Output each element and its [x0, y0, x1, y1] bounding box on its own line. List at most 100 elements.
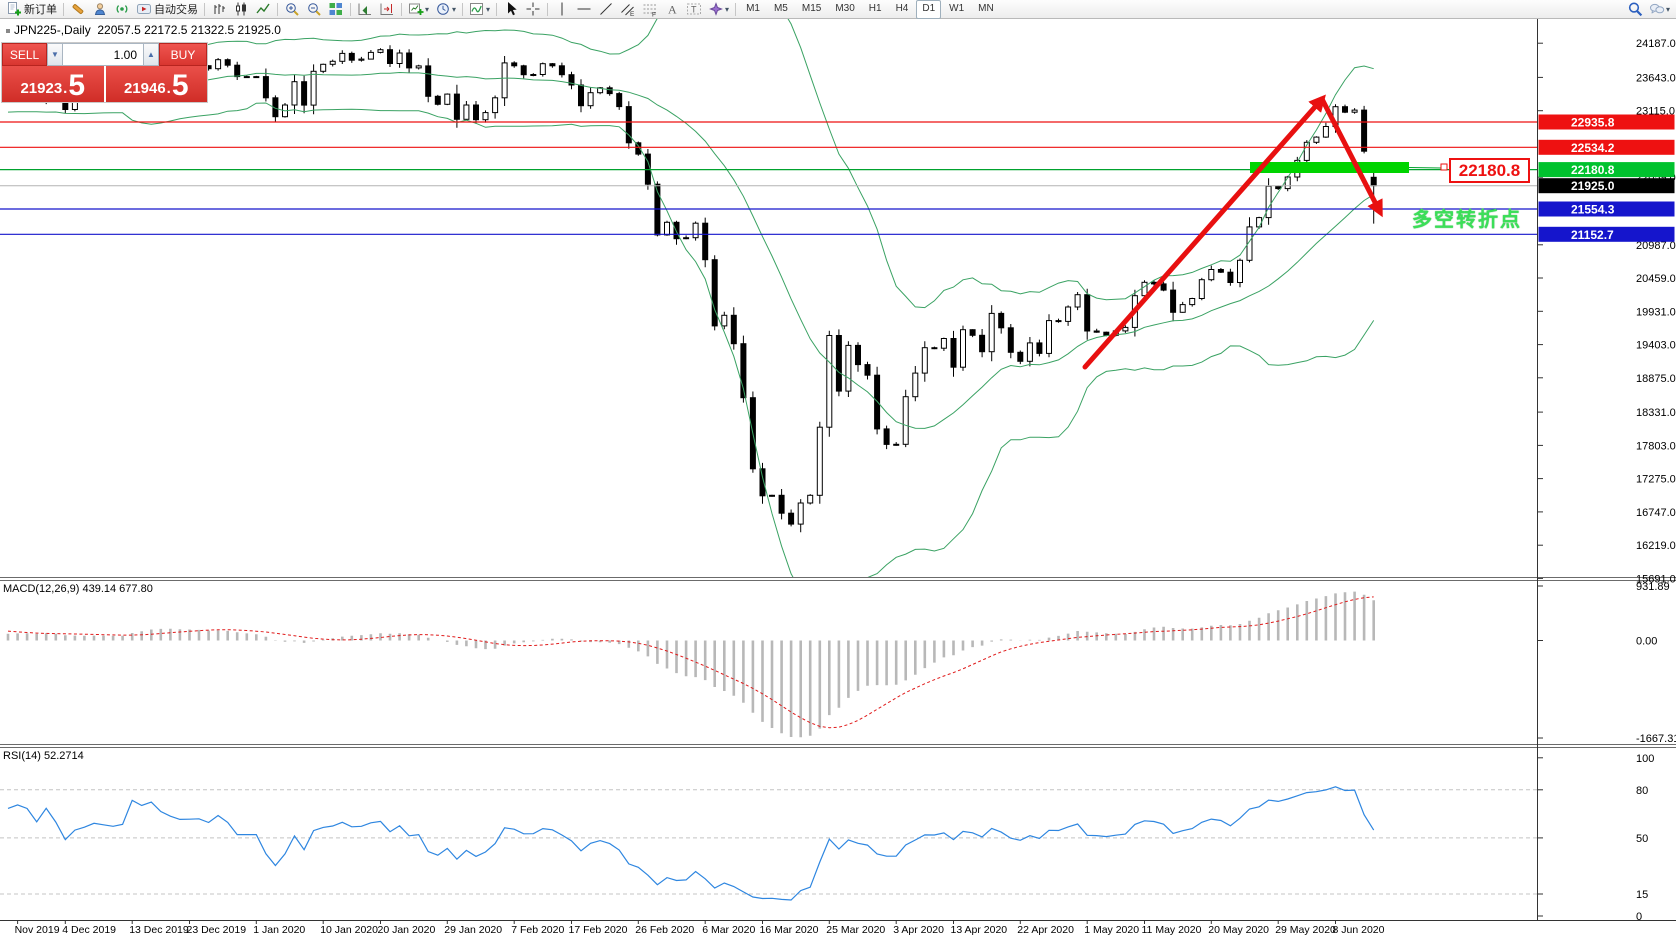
volume-decrease-button[interactable]: ▼	[47, 43, 63, 66]
new-order-icon	[6, 1, 22, 17]
price-callout-box[interactable]: 22180.8	[1449, 158, 1530, 183]
timeframe-button-h1[interactable]: H1	[868, 2, 882, 14]
candlestick-chart-button[interactable]	[230, 0, 252, 19]
fibonacci-button[interactable]: F	[639, 0, 661, 19]
new-order-button[interactable]: 新订单	[3, 0, 60, 19]
rsi-scale: 100 80 50 15 0	[1537, 753, 1654, 923]
timeframe-button-m5[interactable]: M5	[773, 2, 788, 14]
chevron-down-icon: ▾	[1665, 4, 1670, 14]
svg-text:17275.0: 17275.0	[1636, 474, 1676, 486]
svg-text:18331.0: 18331.0	[1636, 407, 1676, 419]
highlight-band	[1250, 162, 1409, 173]
chart-title: JPN225-,Daily 22057.5 22172.5 21322.5 21…	[6, 23, 281, 37]
styler-button[interactable]	[67, 0, 89, 19]
text-button[interactable]: A	[661, 0, 683, 19]
clock-icon	[435, 1, 451, 17]
text-label-button[interactable]: T	[683, 0, 705, 19]
svg-text:22180.8: 22180.8	[1571, 163, 1615, 177]
timeframe-button-m30[interactable]: M30	[835, 2, 855, 14]
vertical-line-button[interactable]	[551, 0, 573, 19]
sell-price-int: 21923	[20, 80, 63, 97]
equidistant-channel-button[interactable]: E	[617, 0, 639, 19]
volume-input[interactable]	[63, 43, 143, 66]
svg-text:15691.0: 15691.0	[1636, 573, 1676, 585]
sell-button[interactable]: SELL	[2, 43, 47, 66]
auto-scroll-button[interactable]	[354, 0, 376, 19]
svg-text:21554.3: 21554.3	[1571, 203, 1615, 217]
crosshair-button[interactable]	[522, 0, 544, 19]
buy-price-button[interactable]: 21946. 5	[105, 66, 207, 102]
bars-icon	[211, 1, 227, 17]
svg-text:20 Jan 2020: 20 Jan 2020	[378, 924, 436, 936]
chevron-down-icon: ▾	[725, 4, 730, 14]
signals-button[interactable]	[111, 0, 133, 19]
svg-text:10 Jan 2020: 10 Jan 2020	[320, 924, 378, 936]
horizontal-line-button[interactable]	[573, 0, 595, 19]
chart-shift-button[interactable]	[376, 0, 398, 19]
buy-button[interactable]: BUY	[159, 43, 207, 66]
cursor-icon	[503, 1, 519, 17]
sell-price-button[interactable]: 21923. 5	[2, 66, 104, 102]
toolbar-separator	[277, 2, 278, 16]
toolbar-separator	[401, 2, 402, 16]
fibo-icon: F	[642, 1, 658, 17]
periods-button[interactable]: ▾	[432, 0, 459, 19]
svg-text:22534.2: 22534.2	[1571, 141, 1615, 155]
timeframe-button-d1[interactable]: D1	[916, 0, 942, 19]
buy-price-int: 21946	[123, 80, 166, 97]
community-button[interactable]	[89, 0, 111, 19]
svg-text:T: T	[691, 5, 697, 15]
indicators-button[interactable]: ▾	[466, 0, 493, 19]
turning-point-note[interactable]: 多空转折点	[1412, 209, 1522, 231]
search-button[interactable]	[1624, 0, 1646, 19]
trendline-button[interactable]	[595, 0, 617, 19]
timeframe-button-h4[interactable]: H4	[895, 2, 909, 14]
new-order-label: 新订单	[24, 4, 57, 16]
zoom-in-button[interactable]	[281, 0, 303, 19]
trendline-icon	[598, 1, 614, 17]
svg-text:19403.0: 19403.0	[1636, 340, 1676, 352]
chat-button[interactable]: ▾	[1646, 0, 1673, 19]
chevron-down-icon: ▾	[452, 4, 457, 14]
cursor-button[interactable]	[500, 0, 522, 19]
svg-text:21925.0: 21925.0	[1571, 179, 1615, 193]
svg-text:26 Feb 2020: 26 Feb 2020	[635, 924, 694, 936]
svg-text:1 Jan 2020: 1 Jan 2020	[253, 924, 305, 936]
toolbar-separator	[547, 2, 549, 16]
trend-arrow-0	[1082, 94, 1326, 370]
line-chart-button[interactable]	[252, 0, 274, 19]
tile-windows-button[interactable]	[325, 0, 347, 19]
newchart-icon	[408, 1, 424, 17]
svg-text:17803.0: 17803.0	[1636, 440, 1676, 452]
svg-text:29 Jan 2020: 29 Jan 2020	[444, 924, 502, 936]
timeframe-button-m15[interactable]: M15	[801, 2, 822, 14]
autotrading-button[interactable]: 自动交易	[133, 0, 201, 19]
svg-text:29 May 2020: 29 May 2020	[1275, 924, 1336, 936]
channel-icon: E	[620, 1, 636, 17]
svg-text:4 Dec 2019: 4 Dec 2019	[62, 924, 116, 936]
zoom-out-button[interactable]	[303, 0, 325, 19]
svg-text:3 Apr 2020: 3 Apr 2020	[893, 924, 944, 936]
new-chart-button[interactable]: ▾	[405, 0, 432, 19]
svg-text:16 Mar 2020: 16 Mar 2020	[760, 924, 819, 936]
price-badge: 22180.8	[1538, 162, 1675, 178]
bar-chart-button[interactable]	[208, 0, 230, 19]
volume-increase-button[interactable]: ▲	[143, 43, 159, 66]
timeframe-button-w1[interactable]: W1	[949, 2, 965, 14]
shift-icon	[379, 1, 395, 17]
svg-text:A: A	[668, 3, 677, 17]
svg-text:6 Mar 2020: 6 Mar 2020	[702, 924, 755, 936]
svg-text:21152.7: 21152.7	[1571, 228, 1614, 242]
community-icon	[92, 1, 108, 17]
timeframe-button-m1[interactable]: M1	[746, 2, 760, 14]
svg-text:24187.0: 24187.0	[1636, 38, 1676, 50]
svg-text:17 Feb 2020: 17 Feb 2020	[569, 924, 628, 936]
price-badge: 21925.0	[1538, 178, 1675, 194]
svg-text:E: E	[630, 11, 635, 17]
svg-text:20 May 2020: 20 May 2020	[1208, 924, 1269, 936]
zoom-in-icon	[284, 1, 300, 17]
autoscroll-icon	[357, 1, 373, 17]
timeframe-button-mn[interactable]: MN	[978, 2, 994, 14]
arrows-button[interactable]: ▾	[705, 0, 732, 19]
